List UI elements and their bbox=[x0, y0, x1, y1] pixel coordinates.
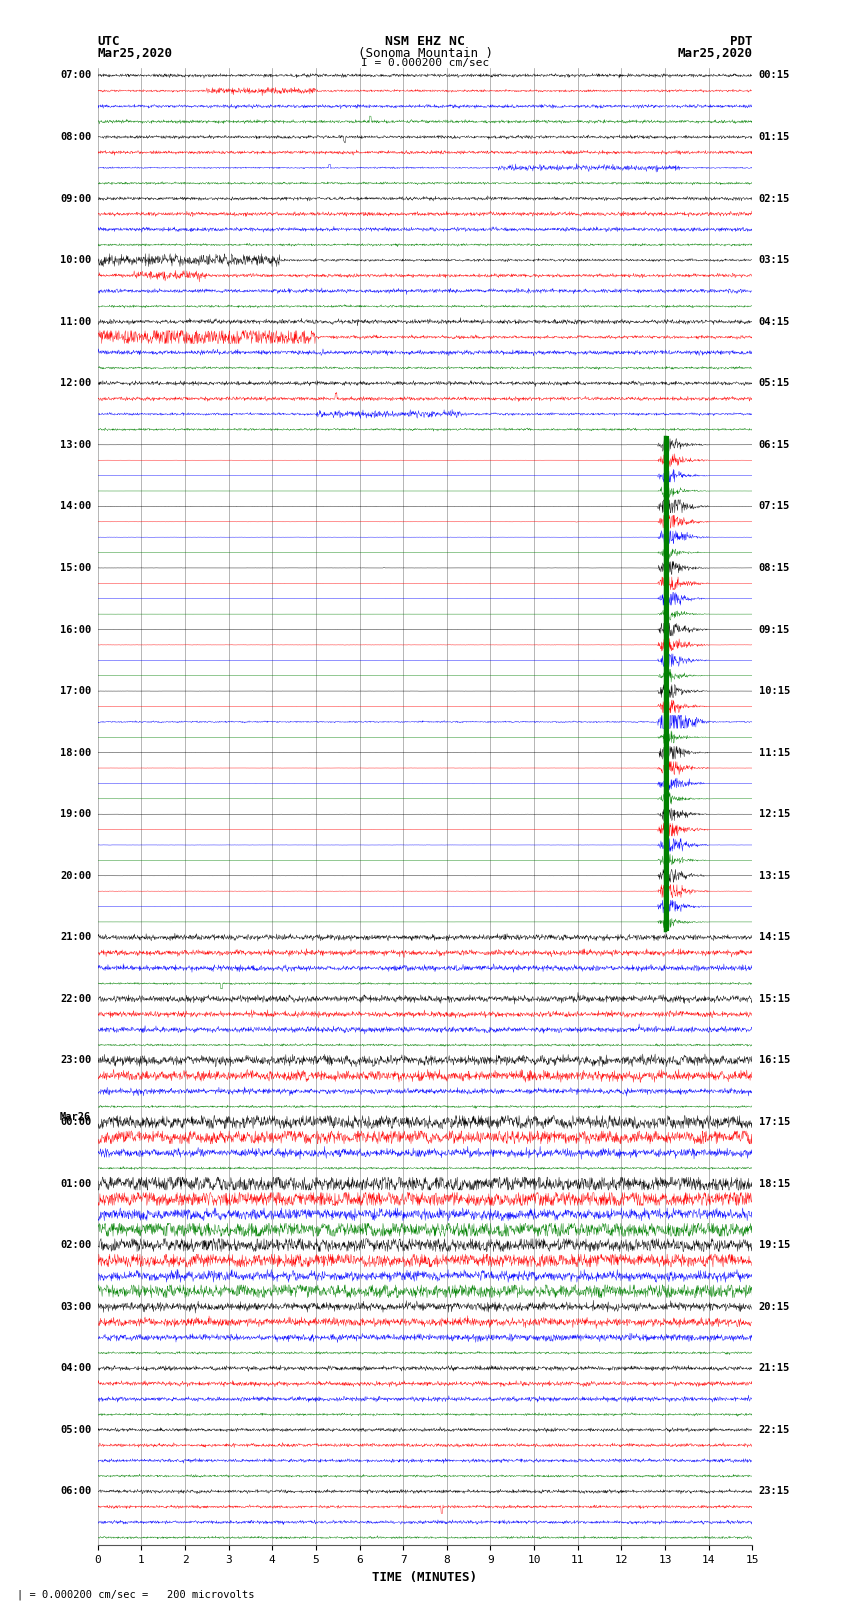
Text: 08:00: 08:00 bbox=[60, 132, 91, 142]
Text: 12:15: 12:15 bbox=[759, 810, 790, 819]
Text: 18:15: 18:15 bbox=[759, 1179, 790, 1189]
Text: 10:00: 10:00 bbox=[60, 255, 91, 265]
Text: 19:00: 19:00 bbox=[60, 810, 91, 819]
Text: 04:00: 04:00 bbox=[60, 1363, 91, 1373]
Text: 19:15: 19:15 bbox=[759, 1240, 790, 1250]
Text: 00:00: 00:00 bbox=[60, 1118, 91, 1127]
Text: 12:00: 12:00 bbox=[60, 379, 91, 389]
Text: 07:15: 07:15 bbox=[759, 502, 790, 511]
Text: 00:15: 00:15 bbox=[759, 71, 790, 81]
Text: 09:00: 09:00 bbox=[60, 194, 91, 203]
Text: 13:15: 13:15 bbox=[759, 871, 790, 881]
Text: 01:15: 01:15 bbox=[759, 132, 790, 142]
Text: (Sonoma Mountain ): (Sonoma Mountain ) bbox=[358, 47, 492, 60]
Text: 16:00: 16:00 bbox=[60, 624, 91, 634]
Text: Mar25,2020: Mar25,2020 bbox=[98, 47, 173, 60]
Text: | = 0.000200 cm/sec =   200 microvolts: | = 0.000200 cm/sec = 200 microvolts bbox=[17, 1589, 254, 1600]
Text: Mar26: Mar26 bbox=[60, 1113, 91, 1123]
Text: 13:00: 13:00 bbox=[60, 440, 91, 450]
Text: 03:15: 03:15 bbox=[759, 255, 790, 265]
Text: 06:15: 06:15 bbox=[759, 440, 790, 450]
Text: 15:00: 15:00 bbox=[60, 563, 91, 573]
Text: 10:15: 10:15 bbox=[759, 686, 790, 697]
Text: 17:00: 17:00 bbox=[60, 686, 91, 697]
Text: 06:00: 06:00 bbox=[60, 1487, 91, 1497]
Text: 09:15: 09:15 bbox=[759, 624, 790, 634]
Text: 02:00: 02:00 bbox=[60, 1240, 91, 1250]
Text: UTC: UTC bbox=[98, 35, 120, 48]
Text: 22:00: 22:00 bbox=[60, 994, 91, 1003]
Text: 02:15: 02:15 bbox=[759, 194, 790, 203]
Text: 11:00: 11:00 bbox=[60, 316, 91, 327]
Text: 04:15: 04:15 bbox=[759, 316, 790, 327]
Text: Mar25,2020: Mar25,2020 bbox=[677, 47, 752, 60]
Text: 05:00: 05:00 bbox=[60, 1424, 91, 1436]
Text: 11:15: 11:15 bbox=[759, 748, 790, 758]
Text: 18:00: 18:00 bbox=[60, 748, 91, 758]
Text: NSM EHZ NC: NSM EHZ NC bbox=[385, 35, 465, 48]
Text: 20:00: 20:00 bbox=[60, 871, 91, 881]
Text: 23:15: 23:15 bbox=[759, 1487, 790, 1497]
Text: 14:15: 14:15 bbox=[759, 932, 790, 942]
Text: 16:15: 16:15 bbox=[759, 1055, 790, 1066]
X-axis label: TIME (MINUTES): TIME (MINUTES) bbox=[372, 1571, 478, 1584]
Text: 23:00: 23:00 bbox=[60, 1055, 91, 1066]
Text: 15:15: 15:15 bbox=[759, 994, 790, 1003]
Text: I = 0.000200 cm/sec: I = 0.000200 cm/sec bbox=[361, 58, 489, 68]
Text: 21:00: 21:00 bbox=[60, 932, 91, 942]
Text: 20:15: 20:15 bbox=[759, 1302, 790, 1311]
Text: 03:00: 03:00 bbox=[60, 1302, 91, 1311]
Text: 22:15: 22:15 bbox=[759, 1424, 790, 1436]
Text: 17:15: 17:15 bbox=[759, 1118, 790, 1127]
Text: 08:15: 08:15 bbox=[759, 563, 790, 573]
Text: 05:15: 05:15 bbox=[759, 379, 790, 389]
Text: 07:00: 07:00 bbox=[60, 71, 91, 81]
Text: 14:00: 14:00 bbox=[60, 502, 91, 511]
Text: 21:15: 21:15 bbox=[759, 1363, 790, 1373]
Text: PDT: PDT bbox=[730, 35, 752, 48]
Text: 01:00: 01:00 bbox=[60, 1179, 91, 1189]
